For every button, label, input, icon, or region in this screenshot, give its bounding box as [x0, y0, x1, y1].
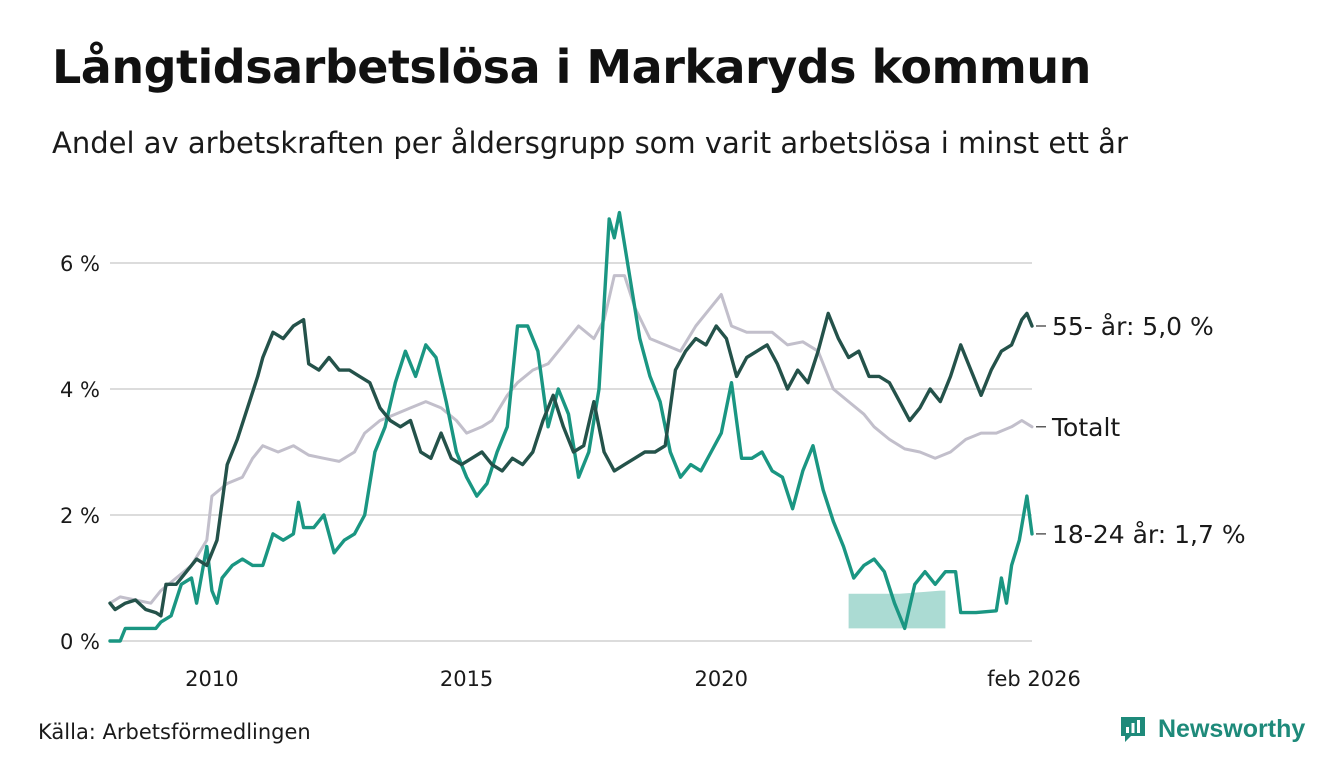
gridlines	[110, 262, 1032, 642]
y-tick-label: 0 %	[60, 630, 100, 654]
x-tick-label: 2015	[440, 667, 493, 691]
chart-subtitle: Andel av arbetskraften per åldersgrupp s…	[52, 126, 1128, 160]
newsworthy-logo[interactable]: Newsworthy	[1118, 714, 1305, 744]
bar-chart-speech-icon	[1121, 717, 1145, 742]
end-label-layer: 55- år: 5,0 % Totalt 18-24 år: 1,7 %	[1036, 312, 1246, 549]
y-tick-label: 2 %	[60, 504, 100, 528]
y-tick-label: 6 %	[60, 252, 100, 276]
series-end-label: 55- år: 5,0 %	[1052, 312, 1214, 341]
x-tick-label: feb 2026	[987, 667, 1081, 691]
series-end-label: 18-24 år: 1,7 %	[1052, 520, 1246, 549]
series-line-55-r	[108, 311, 1034, 618]
y-tick-label: 4 %	[60, 378, 100, 402]
brand-name: Newsworthy	[1158, 714, 1306, 743]
axis-tick-layer: 0 % 2 % 4 % 6 % 2010 2015 2020 feb 2026	[60, 252, 1081, 691]
x-tick-label: 2010	[185, 667, 238, 691]
x-tick-label: 2020	[695, 667, 748, 691]
line-chart: 55- år: 5,0 % Totalt 18-24 år: 1,7 % 0 % 2 …	[60, 210, 1246, 691]
source-note: Källa: Arbetsförmedlingen	[38, 720, 311, 744]
series-layer	[108, 210, 1034, 643]
series-line-totalt	[108, 274, 1034, 605]
chart-title: Långtidsarbetslösa i Markaryds kommun	[52, 40, 1091, 94]
series-line-18-24-r	[108, 210, 1034, 643]
series-end-label: Totalt	[1051, 413, 1120, 442]
